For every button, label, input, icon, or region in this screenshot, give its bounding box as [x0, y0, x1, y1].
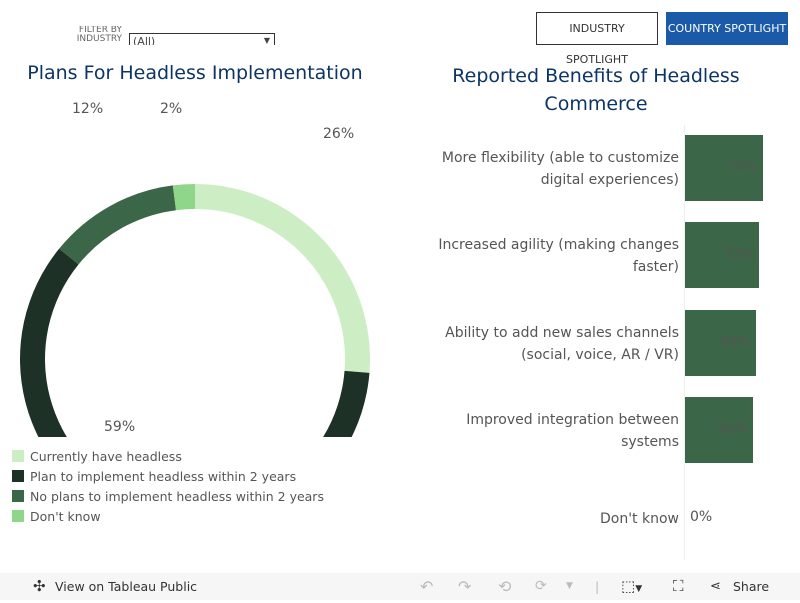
undo-icon[interactable]: ↶ — [420, 577, 434, 596]
chevron-down-icon[interactable]: ▼ — [566, 581, 573, 591]
share-icon[interactable]: ⋖ — [710, 579, 721, 594]
donut-slice[interactable] — [20, 248, 370, 437]
bar-value: 72% — [724, 247, 754, 262]
industry-spotlight-button[interactable]: INDUSTRY SPOTLIGHT — [536, 12, 658, 66]
bar-label: Increased agility (making changes faster… — [438, 237, 679, 275]
legend-swatch — [12, 510, 24, 522]
view-on-tableau-link[interactable]: View on Tableau Public — [55, 579, 198, 594]
tableau-toolbar: ✣ View on Tableau Public ↶ ↷ ⟲ ⟳ ▼ | ⬚▼ … — [0, 573, 800, 600]
legend-swatch — [12, 490, 24, 502]
donut-slice[interactable] — [195, 184, 370, 373]
bar[interactable]: 72% — [685, 222, 760, 288]
bar-label: Ability to add new sales channels (socia… — [445, 325, 679, 363]
bar-chart-title: Reported Benefits of Headless Commerce — [452, 65, 740, 115]
share-button[interactable]: Share — [733, 579, 770, 594]
refresh-icon[interactable]: ⟳ — [535, 578, 547, 594]
donut-slice[interactable] — [59, 185, 177, 265]
bar-label: Improved integration between systems — [466, 412, 679, 450]
filter-value: (All) — [133, 35, 156, 45]
country-spotlight-button[interactable]: COUNTRY SPOTLIGHT — [666, 12, 788, 45]
chevron-down-icon: ▼ — [263, 36, 270, 45]
slice-label-plan: 59% — [104, 419, 136, 435]
filter-label: FILTER BY INDUSTRY — [76, 26, 122, 42]
toolbar-divider: | — [595, 579, 600, 594]
legend-label: No plans to implement headless within 2 … — [30, 488, 324, 504]
bar-value: 0% — [690, 509, 713, 525]
legend-item[interactable]: No plans to implement headless within 2 … — [12, 486, 324, 506]
legend-item[interactable]: Currently have headless — [12, 446, 324, 466]
bar-value: 76% — [728, 160, 758, 175]
slice-label-no-plans: 12% — [72, 101, 104, 117]
legend-label: Don't know — [30, 508, 101, 524]
tableau-logo-icon: ✣ — [33, 577, 46, 595]
legend-swatch — [12, 470, 24, 482]
bar-label: Don't know — [599, 511, 679, 527]
donut-slice[interactable] — [172, 184, 195, 211]
bar[interactable]: 66% — [685, 397, 753, 463]
donut-title: Plans For Headless Implementation — [27, 62, 363, 84]
redo-icon[interactable]: ↷ — [458, 577, 472, 596]
industry-filter-select[interactable]: (All) ▼ — [129, 33, 275, 45]
legend-swatch — [12, 450, 24, 462]
bar-label: More flexibility (able to customize digi… — [441, 150, 679, 188]
bar-value: 66% — [718, 422, 747, 437]
legend-item[interactable]: Plan to implement headless within 2 year… — [12, 466, 324, 486]
donut-legend: Currently have headless Plan to implemen… — [12, 446, 324, 526]
bar-value: 69% — [721, 335, 751, 350]
download-icon[interactable]: ⬚▼ — [621, 577, 643, 595]
legend-label: Currently have headless — [30, 448, 182, 464]
donut-svg — [20, 184, 370, 437]
legend-item[interactable]: Don't know — [12, 506, 324, 526]
legend-label: Plan to implement headless within 2 year… — [30, 468, 297, 484]
fullscreen-icon[interactable]: ⛶ — [673, 577, 684, 595]
donut-chart — [0, 96, 400, 437]
slice-label-current: 26% — [323, 126, 355, 142]
bar-axis — [684, 125, 685, 560]
bar[interactable]: 76% — [685, 135, 764, 201]
slice-label-dont-know: 2% — [160, 101, 183, 117]
revert-icon[interactable]: ⟲ — [498, 577, 512, 596]
bar[interactable]: 69% — [685, 310, 757, 376]
